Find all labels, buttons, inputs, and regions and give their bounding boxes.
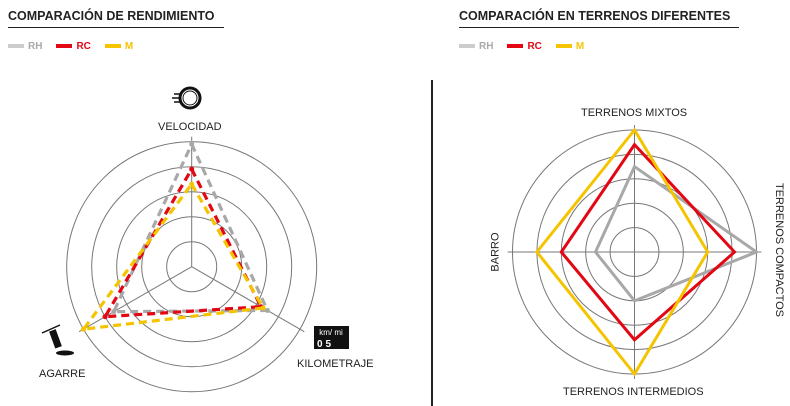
data-point-rh [111,309,117,315]
svg-text:km/ mi: km/ mi [319,328,343,337]
legend-item-rh: RH [8,41,42,52]
data-point-m [260,305,266,311]
axis-label-agarre: AGARRE [39,368,86,380]
data-point-rh [264,307,270,313]
left-chart-title: COMPARACIÓN DE RENDIMIENTO [8,9,224,28]
axis-label-kilometraje: KILOMETRAJE [297,358,374,370]
legend-item-rc: RC [507,41,542,52]
legend-item-m: M [104,41,133,52]
legend-item-rc: RC [56,41,91,52]
axis-label-terrenos-intermedios: TERRENOS INTERMEDIOS [563,386,704,398]
series-rc-polygon [559,142,737,342]
data-point-rc [102,314,108,320]
legend-item-rh: RH [459,41,493,52]
series-m-polygon [534,127,710,377]
series-rh-polygon [111,140,270,314]
svg-text:05: 05 [317,339,334,350]
axis-label-velocidad: VELOCIDAD [158,121,222,133]
legend-item-m: M [555,41,584,52]
data-point-m [189,181,195,187]
data-point-m [80,326,86,332]
right-legend: RH RC M [459,41,584,52]
data-point-rc [189,166,195,172]
series-m-polygon [79,181,266,332]
speed-tire-icon [172,86,202,110]
axis-label-barro: BARRO [489,232,502,272]
radar-axis [191,266,305,333]
series-rh-polygon [593,164,760,303]
odometer-icon: km/ mi 05 [314,326,349,350]
left-legend: RH RC M [8,41,133,52]
grip-tire-icon [41,324,74,356]
right-chart-title: COMPARACIÓN EN TERRENOS DIFERENTES [459,9,739,28]
axis-label-terrenos-compactos: TERRENOS COMPACTOS [773,182,786,318]
axis-label-terrenos-mixtos: TERRENOS MIXTOS [581,107,688,119]
radar-axis [78,266,192,333]
data-point-rh [189,141,195,147]
divider [431,80,433,406]
